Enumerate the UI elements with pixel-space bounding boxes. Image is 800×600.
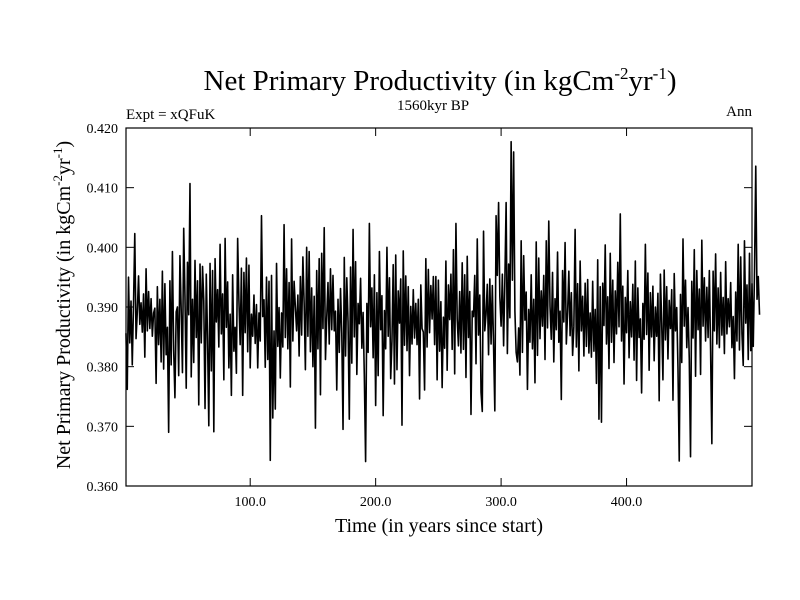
y-tick-label: 0.400 <box>87 241 119 256</box>
period-label: 1560kyr BP <box>397 98 469 114</box>
y-axis-label: Net Primary Productivity (in kgCm-2yr-1) <box>50 141 75 469</box>
y-tick-label: 0.410 <box>87 182 119 197</box>
y-tick-label: 0.390 <box>87 301 119 316</box>
y-axis: 0.360 0.370 0.380 0.390 0.400 0.410 0.420 <box>87 122 752 495</box>
x-axis: 100.0 200.0 300.0 400.0 <box>234 128 642 510</box>
y-tick-label: 0.380 <box>87 361 119 376</box>
experiment-label: Expt = xQFuK <box>126 107 215 123</box>
npp-series-line <box>125 140 761 463</box>
season-label: Ann <box>726 104 752 120</box>
x-tick-label: 200.0 <box>360 495 392 510</box>
x-axis-label: Time (in years since start) <box>335 515 543 537</box>
y-tick-label: 0.370 <box>87 420 119 435</box>
x-tick-label: 100.0 <box>234 495 266 510</box>
x-tick-label: 400.0 <box>611 495 643 510</box>
y-tick-label: 0.420 <box>87 122 119 137</box>
chart-title: Net Primary Productivity (in kgCm-2yr-1) <box>204 64 677 97</box>
y-tick-label: 0.360 <box>87 480 119 495</box>
x-tick-label: 300.0 <box>485 495 517 510</box>
